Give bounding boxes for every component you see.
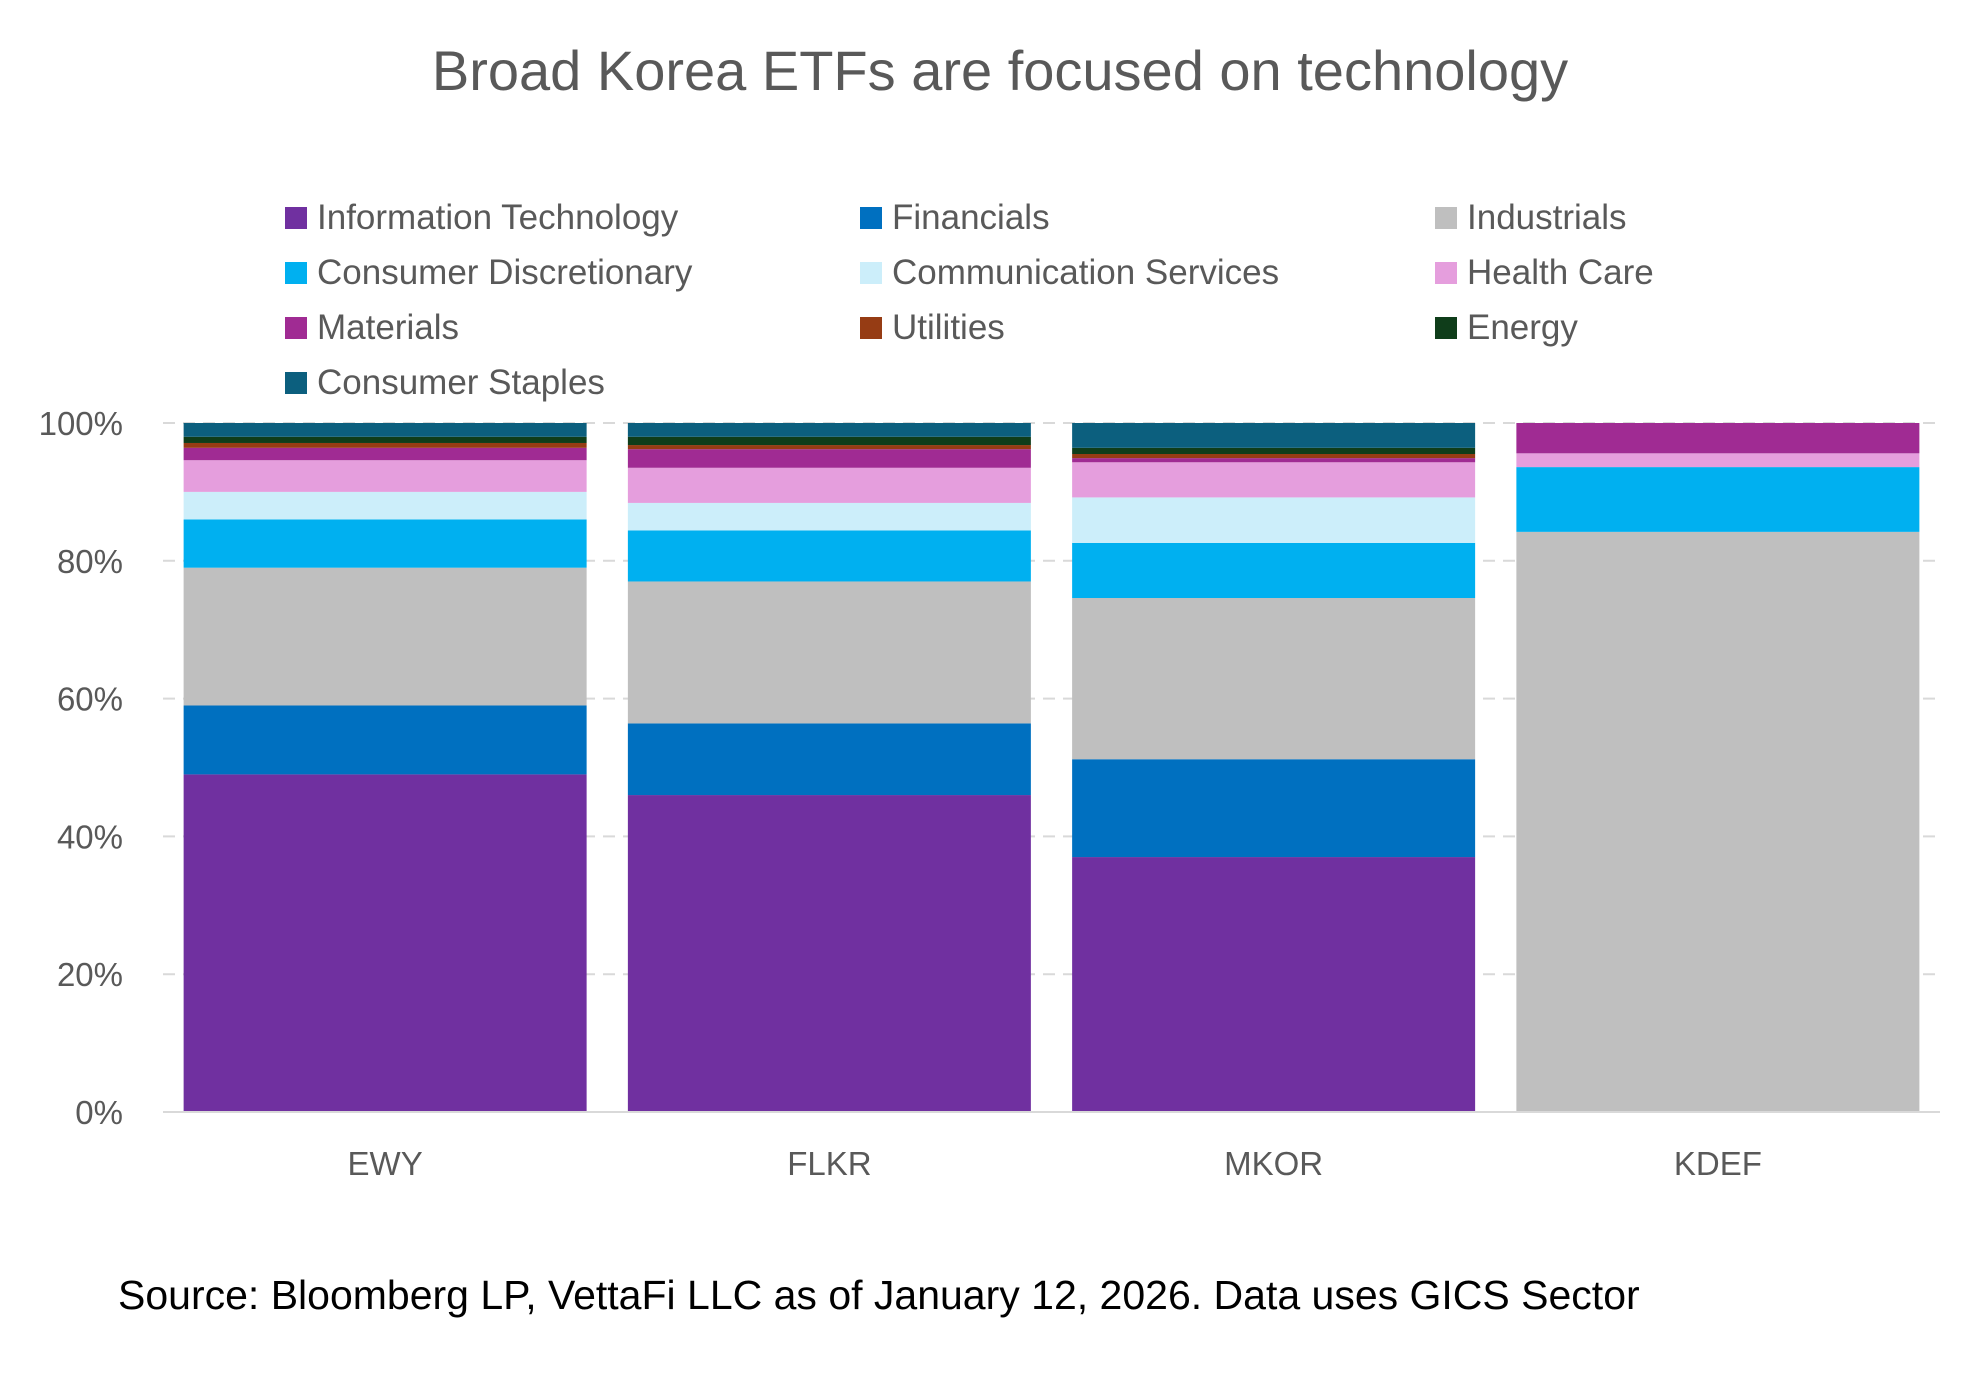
chart-title: Broad Korea ETFs are focused on technolo… [431, 39, 1569, 102]
y-tick-label: 100% [39, 405, 123, 442]
legend-item-consumer-staples: Consumer Staples [285, 358, 605, 408]
legend-label: Consumer Staples [317, 363, 605, 402]
bar-segment-mkor-financials [1072, 759, 1476, 858]
bar-segment-ewy-information-technology [183, 774, 587, 1112]
y-tick-label: 80% [57, 543, 123, 580]
bar-segment-flkr-consumer-staples [627, 423, 1031, 437]
bar-segment-flkr-energy [627, 436, 1031, 446]
bar-segment-mkor-materials [1072, 458, 1476, 463]
bar-segment-ewy-materials [183, 447, 587, 461]
bar-segment-ewy-financials [183, 705, 587, 775]
legend-label: Industrials [1467, 198, 1627, 237]
legend-swatch [860, 262, 882, 284]
x-tick-label: KDEF [1674, 1145, 1762, 1182]
bar-segment-mkor-information-technology [1072, 857, 1476, 1112]
source-note: Source: Bloomberg LP, VettaFi LLC as of … [118, 1272, 1640, 1318]
bar-segment-ewy-consumer-staples [183, 423, 587, 437]
legend-swatch [285, 372, 307, 394]
bar-segment-mkor-industrials [1072, 598, 1476, 760]
legend-swatch [860, 317, 882, 339]
legend-item-industrials: Industrials [1435, 193, 1627, 243]
bar-segment-kdef-industrials [1516, 531, 1920, 1112]
legend-swatch [1435, 262, 1457, 284]
y-tick-label: 20% [57, 956, 123, 993]
legend-item-consumer-discretionary: Consumer Discretionary [285, 248, 692, 298]
bar-segment-mkor-health-care [1072, 462, 1476, 498]
bar-segment-ewy-health-care [183, 460, 587, 492]
bar-segment-flkr-financials [627, 723, 1031, 796]
bar-segment-mkor-consumer-discretionary [1072, 542, 1476, 599]
legend-label: Financials [892, 198, 1050, 237]
bar-segment-ewy-communication-services [183, 491, 587, 520]
legend-item-communication-services: Communication Services [860, 248, 1279, 298]
bar-segment-flkr-consumer-discretionary [627, 530, 1031, 582]
bar-segment-mkor-communication-services [1072, 497, 1476, 543]
legend-label: Consumer Discretionary [317, 253, 693, 292]
bar-segment-ewy-consumer-discretionary [183, 519, 587, 568]
legend-swatch [285, 317, 307, 339]
legend-swatch [1435, 317, 1457, 339]
legend-swatch [860, 207, 882, 229]
legend-swatch [1435, 207, 1457, 229]
legend-label: Information Technology [317, 198, 679, 237]
x-tick-label: MKOR [1224, 1145, 1323, 1182]
legend-label: Energy [1467, 308, 1578, 347]
legend-item-health-care: Health Care [1435, 248, 1654, 298]
bar-segment-mkor-consumer-staples [1072, 423, 1476, 448]
bar-segment-ewy-utilities [183, 442, 587, 448]
legend-label: Communication Services [892, 253, 1280, 292]
bar-segment-flkr-health-care [627, 467, 1031, 503]
legend-swatch [285, 262, 307, 284]
bar-segment-kdef-materials [1516, 423, 1920, 454]
bar-segment-ewy-industrials [183, 567, 587, 706]
y-tick-label: 0% [75, 1094, 123, 1131]
x-tick-label: EWY [348, 1145, 423, 1182]
bar-segment-ewy-energy [183, 436, 587, 443]
y-tick-label: 60% [57, 681, 123, 718]
y-tick-label: 40% [57, 818, 123, 855]
bar-segment-flkr-industrials [627, 581, 1031, 724]
bar-segment-mkor-utilities [1072, 454, 1476, 459]
legend-swatch [285, 207, 307, 229]
bar-segment-flkr-utilities [627, 445, 1031, 450]
bar-segment-flkr-materials [627, 449, 1031, 468]
legend-item-utilities: Utilities [860, 303, 1005, 353]
bar-segment-kdef-health-care [1516, 453, 1920, 468]
bar-segment-flkr-information-technology [627, 795, 1031, 1112]
x-tick-label: FLKR [787, 1145, 871, 1182]
legend-label: Health Care [1467, 253, 1654, 292]
legend-item-energy: Energy [1435, 303, 1578, 353]
bar-segment-mkor-energy [1072, 447, 1476, 455]
legend-item-information-technology: Information Technology [285, 193, 678, 243]
legend-item-financials: Financials [860, 193, 1050, 243]
bar-segment-flkr-communication-services [627, 502, 1031, 531]
legend-label: Materials [317, 308, 459, 347]
legend-label: Utilities [892, 308, 1005, 347]
bar-segment-kdef-consumer-discretionary [1516, 467, 1920, 532]
legend-item-materials: Materials [285, 303, 459, 353]
